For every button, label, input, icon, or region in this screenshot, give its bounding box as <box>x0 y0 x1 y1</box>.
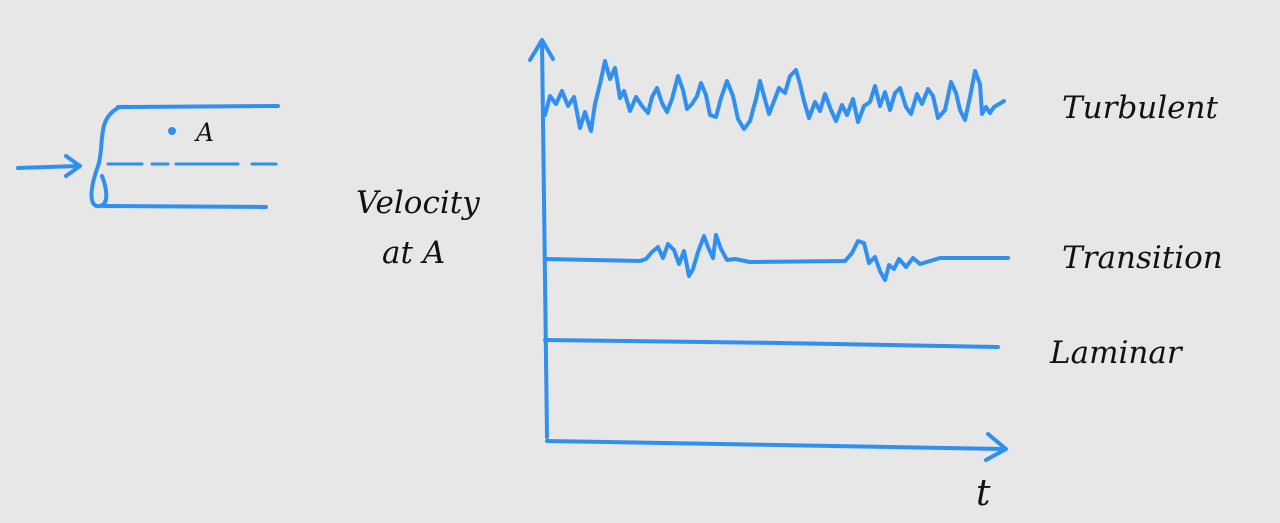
point-a-dot <box>168 127 176 135</box>
pipe-schematic: A <box>16 104 280 209</box>
chart-axes <box>528 38 1008 462</box>
series-transition-label: Transition <box>1062 240 1223 276</box>
y-axis <box>528 38 555 439</box>
pipe-top-wall <box>116 104 280 109</box>
pipe-inlet-curve <box>89 106 120 209</box>
series-laminar-label: Laminar <box>1049 335 1184 371</box>
y-axis-label-line1: Velocity <box>356 185 480 221</box>
point-a-label: A <box>194 118 214 147</box>
series-transition-line <box>543 233 1010 282</box>
inlet-arrow <box>16 154 82 178</box>
y-axis-label-line2: at A <box>382 235 445 271</box>
series-turbulent-line <box>543 59 1006 133</box>
x-axis-label: t <box>976 473 991 514</box>
series-laminar-line <box>543 338 1000 349</box>
series-turbulent-label: Turbulent <box>1062 90 1218 126</box>
pipe-bottom-wall <box>101 204 268 209</box>
x-axis <box>545 432 1008 462</box>
